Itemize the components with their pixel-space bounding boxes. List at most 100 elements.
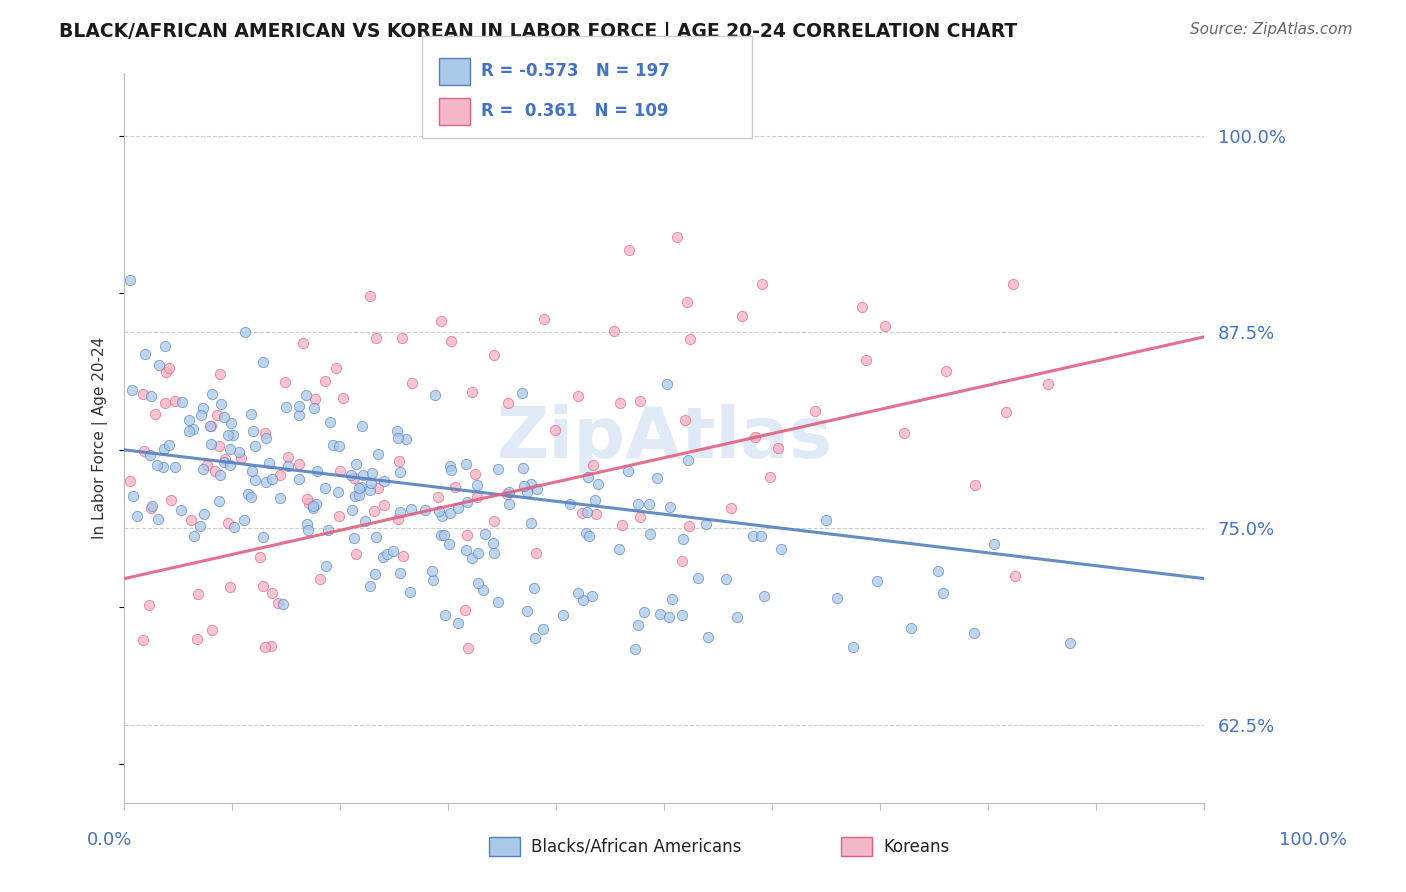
Point xyxy=(277,450,299,464)
Point xyxy=(609,395,631,409)
Point xyxy=(387,512,409,526)
Point xyxy=(516,604,538,618)
Point xyxy=(228,444,250,458)
Point xyxy=(465,477,488,491)
Point xyxy=(207,408,229,422)
Y-axis label: In Labor Force | Age 20-24: In Labor Force | Age 20-24 xyxy=(93,337,108,539)
Point xyxy=(177,413,200,427)
Point xyxy=(328,484,350,499)
Point xyxy=(628,394,651,409)
Point xyxy=(329,464,352,478)
Point xyxy=(676,453,699,467)
Point xyxy=(328,439,350,453)
Point xyxy=(430,508,453,523)
Point xyxy=(389,566,412,581)
Point xyxy=(148,512,170,526)
Point xyxy=(139,389,162,403)
Point xyxy=(163,459,186,474)
Point xyxy=(367,481,389,495)
Point xyxy=(640,526,662,541)
Point xyxy=(841,640,863,655)
Point xyxy=(498,485,520,500)
Point xyxy=(350,419,373,434)
Point xyxy=(152,442,174,456)
Point xyxy=(893,426,915,441)
Point xyxy=(183,529,205,543)
Point xyxy=(340,503,363,517)
Point xyxy=(243,473,266,487)
Point xyxy=(447,501,470,516)
Point xyxy=(627,497,650,511)
Point xyxy=(583,492,606,507)
Point xyxy=(481,536,503,550)
Point xyxy=(121,383,143,397)
Point xyxy=(389,505,412,519)
Point xyxy=(208,439,231,453)
Point xyxy=(273,597,295,611)
Point xyxy=(143,407,166,421)
Point xyxy=(274,376,297,390)
Point xyxy=(343,471,366,485)
Point xyxy=(588,477,610,491)
Text: 0.0%: 0.0% xyxy=(87,831,132,849)
Point xyxy=(209,368,232,382)
Point xyxy=(567,586,589,600)
Point xyxy=(132,386,155,401)
Point xyxy=(963,625,986,640)
Point xyxy=(288,408,311,422)
Point xyxy=(305,497,328,511)
Point xyxy=(294,387,316,401)
Point xyxy=(347,481,370,495)
Point xyxy=(725,610,748,624)
Point xyxy=(193,461,215,475)
Point xyxy=(472,582,495,597)
Point xyxy=(193,508,215,522)
Point xyxy=(254,640,277,655)
Point xyxy=(1002,277,1025,291)
Point xyxy=(1004,568,1026,582)
Point xyxy=(464,467,486,481)
Point xyxy=(647,471,669,485)
Point xyxy=(155,396,177,410)
Point xyxy=(170,395,193,409)
Point xyxy=(243,439,266,453)
Point xyxy=(610,517,633,532)
Point xyxy=(769,542,792,557)
Point xyxy=(1059,636,1081,650)
Point xyxy=(139,501,162,516)
Point xyxy=(658,610,681,624)
Point xyxy=(461,550,484,565)
Point xyxy=(398,585,420,599)
Point xyxy=(218,458,240,472)
Point xyxy=(456,495,478,509)
Point xyxy=(152,460,174,475)
Point xyxy=(866,574,889,588)
Point xyxy=(456,528,478,542)
Point xyxy=(153,339,176,353)
Point xyxy=(457,641,479,656)
Point xyxy=(638,497,661,511)
Point xyxy=(287,472,309,486)
Point xyxy=(581,589,603,603)
Point xyxy=(207,494,229,508)
Point xyxy=(486,462,509,476)
Point xyxy=(454,458,477,472)
Point xyxy=(314,481,336,495)
Point xyxy=(340,468,363,483)
Point xyxy=(122,490,145,504)
Point xyxy=(482,546,505,560)
Point xyxy=(447,615,470,630)
Point xyxy=(242,424,264,438)
Point xyxy=(387,431,409,445)
Point xyxy=(759,469,782,483)
Point xyxy=(343,489,366,503)
Point xyxy=(578,529,600,543)
Point xyxy=(315,558,337,573)
Point xyxy=(927,564,949,578)
Point xyxy=(716,572,738,586)
Point xyxy=(814,513,837,527)
Point xyxy=(236,487,259,501)
Point xyxy=(212,455,235,469)
Point xyxy=(603,324,626,338)
Point xyxy=(720,501,742,516)
